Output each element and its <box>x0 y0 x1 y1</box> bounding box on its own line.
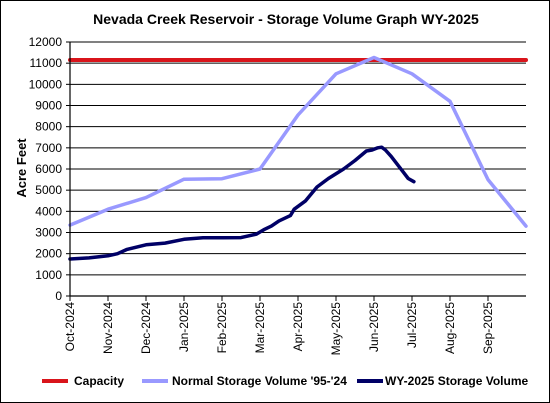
y-tick-labels: 0 1000 2000 3000 4000 5000 6000 7000 8000 9000 100… <box>29 35 63 303</box>
x-tick-label: Sep-2025 <box>481 302 495 354</box>
y-tick-label: 7000 <box>35 141 62 155</box>
legend: Capacity Normal Storage Volume '95-'24 WY-… <box>42 374 528 388</box>
y-tick-label: 12000 <box>29 35 63 49</box>
y-tick-label: 3000 <box>35 226 62 240</box>
x-tick-label: Apr-2025 <box>291 302 305 352</box>
y-tick-label: 5000 <box>35 183 62 197</box>
legend-label-wy-2025-storage-volume: WY-2025 Storage Volume <box>385 374 528 388</box>
x-tick-label: Oct-2024 <box>63 302 77 352</box>
x-tick-label: Jan-2025 <box>177 302 191 352</box>
y-tick-label: 10000 <box>29 77 63 91</box>
legend-label-normal-storage-volume-95-24: Normal Storage Volume '95-'24 <box>172 374 347 388</box>
y-tick-label: 11000 <box>30 56 63 70</box>
x-tick-label: Jun-2025 <box>367 302 381 352</box>
series-layer <box>68 55 528 261</box>
x-tick-label: Feb-2025 <box>215 302 229 354</box>
chart-title: Nevada Creek Reservoir - Storage Volume … <box>93 11 479 27</box>
series-line-wy-2025-storage-volume <box>68 145 416 261</box>
y-axis-label: Acre Feet <box>14 138 29 198</box>
legend-label-capacity: Capacity <box>74 374 124 388</box>
y-tick-label: 1000 <box>35 268 62 282</box>
x-tick-label: Mar-2025 <box>253 302 267 354</box>
x-tick-label: Aug-2025 <box>443 302 457 354</box>
y-tick-label: 0 <box>55 289 62 303</box>
gridlines <box>66 41 526 297</box>
x-tick-label: Dec-2024 <box>139 302 153 354</box>
y-tick-label: 4000 <box>35 204 62 218</box>
axes <box>69 42 526 301</box>
x-tick-label: Jul-2025 <box>405 302 419 348</box>
x-tick-labels: Oct-2024 Nov-2024 Dec-2024 Jan-2025 Feb-2025… <box>63 302 495 356</box>
x-tick-label: Nov-2024 <box>101 302 115 354</box>
y-tick-label: 8000 <box>35 120 62 134</box>
y-tick-label: 9000 <box>35 99 62 113</box>
series-line-normal-storage-volume-95-24 <box>68 55 528 228</box>
x-tick-label: May-2025 <box>329 302 343 356</box>
y-tick-label: 6000 <box>35 162 62 176</box>
y-tick-label: 2000 <box>35 247 62 261</box>
